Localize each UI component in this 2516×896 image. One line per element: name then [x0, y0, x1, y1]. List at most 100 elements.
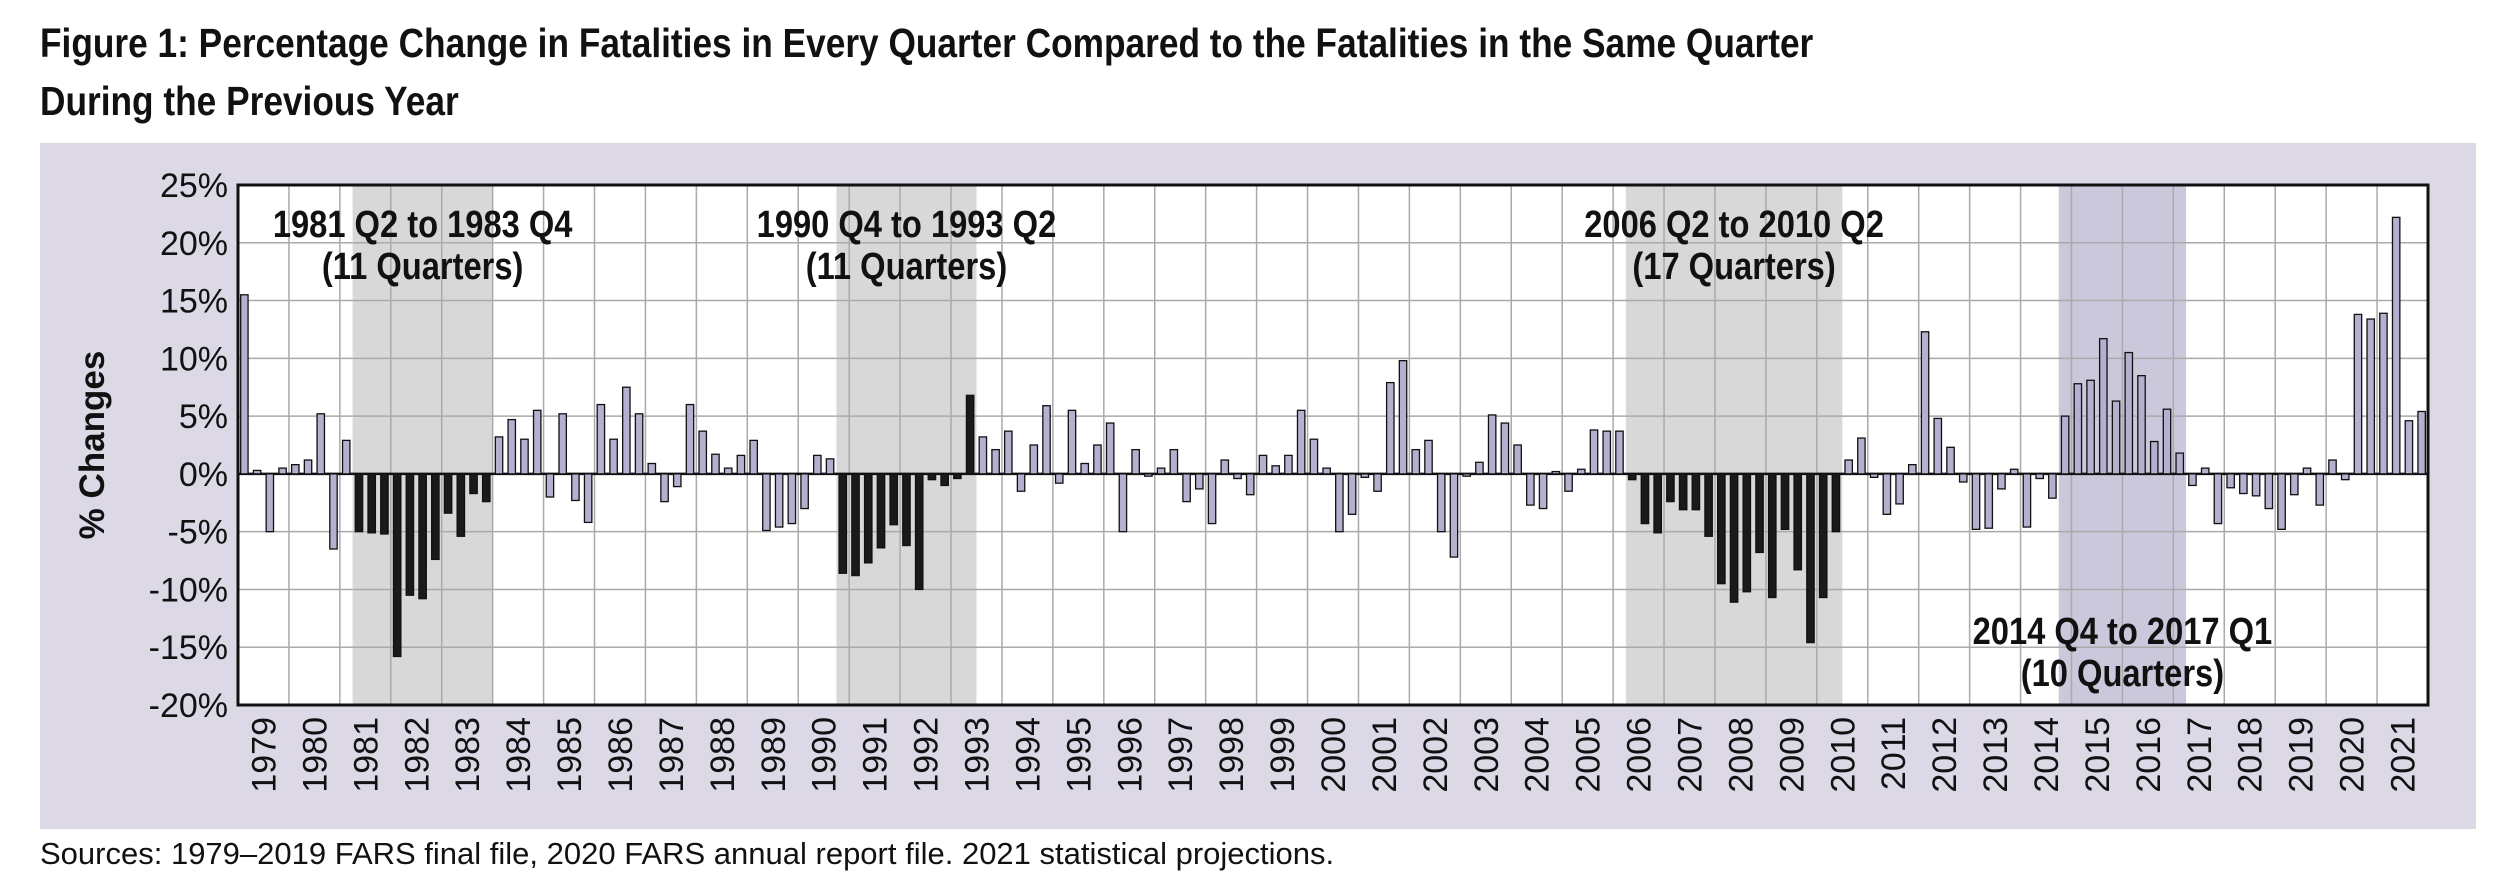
x-tick-label: 2002	[1417, 717, 1455, 793]
y-tick-label: 20%	[160, 225, 228, 263]
bar	[1131, 448, 1140, 475]
bar	[1245, 473, 1255, 496]
bar	[1411, 448, 1421, 475]
bar	[545, 473, 555, 498]
bar	[2213, 473, 2223, 525]
bar	[443, 473, 453, 514]
x-tick-label: 2013	[1977, 717, 2015, 793]
bar	[1347, 473, 1357, 515]
bar	[736, 454, 746, 475]
bar	[1920, 331, 1930, 475]
bar	[863, 473, 873, 564]
bar	[2009, 468, 2019, 475]
bar	[749, 439, 759, 475]
decline-period-label-1-line1: 1981 Q2 to 1983 Q4	[273, 203, 573, 246]
bar	[392, 473, 402, 658]
figure-title-line1: Figure 1: Percentage Change in Fatalitie…	[40, 20, 1814, 66]
bar	[1182, 473, 1191, 503]
bar	[240, 294, 249, 475]
bar	[787, 473, 797, 525]
bar	[2111, 400, 2121, 475]
bar	[1233, 473, 1242, 480]
y-tick-label: -10%	[149, 571, 228, 609]
bar	[316, 413, 326, 475]
bar	[2366, 318, 2376, 475]
bar	[252, 469, 262, 475]
bar	[2251, 473, 2261, 497]
bar	[1054, 473, 1064, 484]
increase-period-label-1-line1: 2014 Q4 to 2017 Q1	[1973, 610, 2273, 653]
bar	[431, 473, 440, 561]
bar	[1156, 467, 1166, 475]
decline-period-label-3-line1: 2006 Q2 to 2010 Q2	[1584, 203, 1884, 246]
bar	[1194, 473, 1204, 490]
bar	[2162, 408, 2172, 475]
x-tick-label: 2019	[2283, 717, 2321, 793]
x-tick-label: 1995	[1060, 717, 1098, 793]
bar	[278, 467, 287, 475]
bar	[1767, 473, 1777, 599]
bar	[851, 473, 860, 577]
bar	[2289, 473, 2299, 496]
x-tick-label: 1989	[755, 717, 793, 793]
x-tick-label: 1984	[500, 717, 538, 793]
bar	[1385, 381, 1395, 475]
bar	[1424, 439, 1433, 475]
bar	[380, 473, 389, 535]
bar	[825, 458, 835, 475]
x-tick-label: 2010	[1824, 717, 1862, 793]
bar	[1042, 405, 1051, 475]
x-tick-label: 1979	[245, 717, 283, 793]
bar	[2302, 467, 2312, 475]
y-tick-label: 25%	[160, 167, 228, 205]
bar	[1513, 444, 1522, 475]
bar	[1958, 473, 1968, 483]
x-tick-label: 1980	[296, 717, 334, 793]
bar	[1309, 438, 1319, 475]
x-tick-label: 2012	[1926, 717, 1964, 793]
bar	[1169, 448, 1179, 475]
bar	[303, 459, 313, 475]
bar	[762, 473, 771, 532]
bar	[1016, 473, 1026, 492]
bar	[367, 473, 377, 534]
bar	[2035, 473, 2044, 480]
bar	[1806, 473, 1815, 644]
bar	[1067, 409, 1077, 475]
figure-title: Figure 1: Percentage Change in Fatalitie…	[40, 14, 2138, 130]
bar	[660, 473, 669, 503]
bar	[2353, 313, 2363, 475]
x-tick-label: 2016	[2130, 717, 2168, 793]
bar	[532, 409, 542, 475]
bar	[1449, 473, 1459, 558]
bar	[1589, 429, 1599, 475]
bar	[329, 473, 338, 550]
bar	[2404, 420, 2414, 475]
bar	[965, 394, 975, 475]
bar	[1118, 473, 1128, 533]
x-tick-label: 2007	[1672, 717, 1710, 793]
bar	[940, 473, 949, 487]
bar	[800, 473, 809, 510]
bar	[914, 473, 924, 591]
x-tick-label: 2015	[2079, 717, 2117, 793]
bar	[1526, 473, 1535, 506]
bar	[1678, 473, 1688, 511]
bar	[2277, 473, 2286, 531]
bar	[1105, 422, 1115, 475]
bar	[1271, 465, 1281, 475]
bar	[341, 439, 351, 475]
bar	[672, 473, 682, 488]
bar	[1475, 461, 1484, 475]
bar	[1895, 473, 1904, 505]
bar	[711, 453, 720, 475]
bar	[1080, 462, 1090, 475]
bar	[1755, 473, 1764, 554]
bar	[507, 418, 517, 475]
bar	[774, 473, 784, 528]
bar	[1691, 473, 1701, 511]
bar	[1398, 359, 1408, 475]
bar	[1538, 473, 1548, 510]
y-tick-label: 15%	[160, 283, 228, 321]
bar	[2188, 473, 2197, 487]
